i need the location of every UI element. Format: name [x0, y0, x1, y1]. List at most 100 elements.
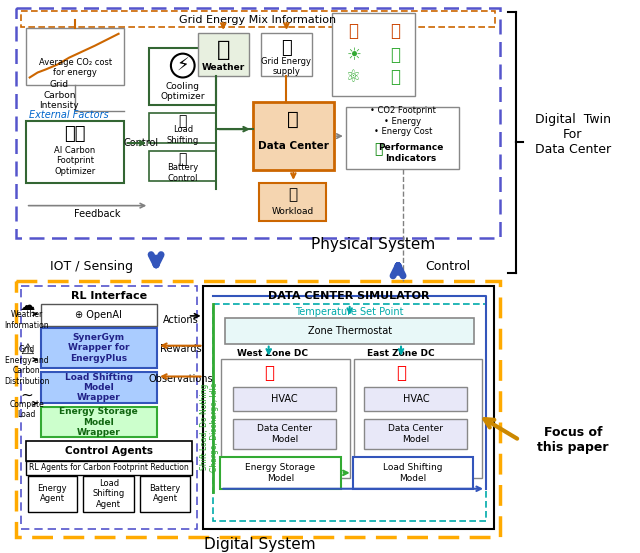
Text: Observations: Observations — [148, 374, 213, 384]
Text: Actions: Actions — [163, 315, 198, 325]
FancyBboxPatch shape — [198, 33, 249, 76]
Text: 🗄: 🗄 — [287, 109, 300, 129]
Text: ⛅: ⛅ — [216, 40, 230, 60]
Text: IOT / Sensing: IOT / Sensing — [51, 260, 133, 273]
Text: Weather: Weather — [202, 63, 245, 72]
FancyBboxPatch shape — [364, 419, 467, 449]
FancyBboxPatch shape — [221, 358, 349, 478]
Text: Digital System: Digital System — [204, 537, 316, 552]
FancyBboxPatch shape — [204, 286, 494, 529]
FancyBboxPatch shape — [346, 107, 460, 169]
FancyBboxPatch shape — [149, 151, 216, 181]
Text: Load Shifting
Model: Load Shifting Model — [383, 463, 443, 483]
Text: DATA CENTER SIMULATOR: DATA CENTER SIMULATOR — [268, 291, 429, 301]
FancyBboxPatch shape — [233, 419, 336, 449]
FancyBboxPatch shape — [253, 102, 334, 170]
Text: ☁: ☁ — [19, 299, 35, 314]
Text: Digital  Twin
For
Data Center: Digital Twin For Data Center — [535, 113, 611, 155]
Text: Grid
Carbon
Intensity: Grid Carbon Intensity — [40, 81, 79, 110]
Text: RL Interface: RL Interface — [70, 291, 147, 301]
Text: Focus of
this paper: Focus of this paper — [537, 426, 609, 454]
Text: ⊕ OpenAI: ⊕ OpenAI — [76, 310, 122, 320]
FancyBboxPatch shape — [233, 388, 336, 411]
Text: Temperature Set Point: Temperature Set Point — [296, 307, 404, 317]
FancyBboxPatch shape — [26, 121, 125, 183]
Text: East Zone DC: East Zone DC — [367, 349, 435, 358]
FancyBboxPatch shape — [225, 318, 474, 344]
Text: 🏗: 🏗 — [390, 46, 400, 64]
Text: 🏭: 🏭 — [349, 22, 358, 40]
Text: Control Agents: Control Agents — [65, 446, 153, 456]
Text: ⚠: ⚠ — [20, 342, 33, 357]
Text: Battery
Control: Battery Control — [167, 163, 198, 182]
Text: Energy Storage
Model
Wrapper: Energy Storage Model Wrapper — [60, 408, 138, 437]
Text: Cooling
Optimizer: Cooling Optimizer — [161, 82, 205, 101]
Text: Load Shifting
Model
Wrapper: Load Shifting Model Wrapper — [65, 373, 133, 403]
FancyBboxPatch shape — [140, 476, 189, 512]
Text: Performance
Indicators: Performance Indicators — [378, 143, 444, 163]
FancyBboxPatch shape — [149, 48, 216, 105]
FancyBboxPatch shape — [26, 441, 191, 461]
Text: 🔋: 🔋 — [179, 152, 187, 166]
Text: AI Carbon
Footprint
Optimizer: AI Carbon Footprint Optimizer — [54, 146, 96, 176]
FancyBboxPatch shape — [40, 408, 157, 437]
Text: Control: Control — [124, 138, 159, 148]
Text: • CO2 Footprint
• Energy
• Energy Cost: • CO2 Footprint • Energy • Energy Cost — [370, 106, 436, 136]
FancyBboxPatch shape — [26, 461, 191, 475]
FancyBboxPatch shape — [364, 388, 467, 411]
Text: West Zone DC: West Zone DC — [237, 349, 308, 358]
Text: 🌿: 🌿 — [374, 142, 383, 156]
Text: External Factors: External Factors — [29, 110, 109, 120]
Text: ∼: ∼ — [20, 388, 33, 403]
Text: 📊: 📊 — [288, 187, 297, 202]
FancyBboxPatch shape — [26, 28, 125, 85]
Text: Load
Shifting: Load Shifting — [166, 126, 199, 145]
Text: Energy
Agent: Energy Agent — [38, 484, 67, 503]
Text: Feedback: Feedback — [74, 208, 120, 218]
Text: Control: Control — [425, 260, 470, 273]
Text: Rewards: Rewards — [160, 343, 202, 354]
FancyBboxPatch shape — [259, 183, 326, 221]
Text: Grid Energy
supply: Grid Energy supply — [262, 57, 312, 76]
FancyBboxPatch shape — [332, 13, 415, 96]
FancyBboxPatch shape — [28, 476, 77, 512]
Text: Average CO₂ cost
for energy: Average CO₂ cost for energy — [38, 58, 111, 77]
Text: Load
Shifting
Agent: Load Shifting Agent — [93, 479, 125, 509]
Text: Battery
Agent: Battery Agent — [149, 484, 180, 503]
Text: Grid Energy Mix Information: Grid Energy Mix Information — [179, 15, 337, 25]
Text: HVAC: HVAC — [271, 394, 298, 404]
Text: Energy Storage
Model: Energy Storage Model — [246, 463, 316, 483]
FancyBboxPatch shape — [83, 476, 134, 512]
FancyBboxPatch shape — [40, 328, 157, 368]
Text: 🔴: 🔴 — [396, 363, 406, 382]
Text: Shift Load, Do Nothing
Charge, Discharge, Idle: Shift Load, Do Nothing Charge, Discharge… — [200, 383, 219, 472]
Text: Compute
Load: Compute Load — [10, 400, 44, 419]
Text: 🧠🤖: 🧠🤖 — [65, 125, 86, 143]
Text: ⚡: ⚡ — [177, 56, 189, 75]
Text: ☀: ☀ — [346, 46, 361, 64]
Text: Data Center: Data Center — [258, 141, 329, 151]
FancyBboxPatch shape — [149, 113, 216, 143]
FancyBboxPatch shape — [353, 457, 473, 489]
Text: 📊: 📊 — [179, 114, 187, 128]
Text: Zone Thermostat: Zone Thermostat — [308, 326, 392, 336]
FancyBboxPatch shape — [40, 304, 157, 326]
Text: ⚛: ⚛ — [346, 69, 361, 86]
Text: Workload: Workload — [271, 207, 314, 216]
FancyBboxPatch shape — [220, 457, 340, 489]
Text: 🛢: 🛢 — [390, 22, 400, 40]
Text: HVAC: HVAC — [403, 394, 429, 404]
FancyBboxPatch shape — [354, 358, 482, 478]
FancyBboxPatch shape — [260, 33, 312, 76]
Text: Data Center
Model: Data Center Model — [257, 424, 312, 444]
Text: Weather
Information: Weather Information — [4, 310, 49, 330]
Circle shape — [171, 54, 195, 77]
Text: 🔴: 🔴 — [264, 363, 274, 382]
Text: RL Agents for Carbon Footprint Reduction: RL Agents for Carbon Footprint Reduction — [29, 463, 189, 472]
Text: Grid
Energy and
Carbon
Distribution: Grid Energy and Carbon Distribution — [4, 346, 49, 385]
Text: 🗼: 🗼 — [281, 39, 292, 57]
FancyBboxPatch shape — [40, 372, 157, 403]
Text: Data Center
Model: Data Center Model — [388, 424, 444, 444]
Text: 🌬: 🌬 — [390, 69, 400, 86]
Text: Physical System: Physical System — [311, 237, 435, 252]
